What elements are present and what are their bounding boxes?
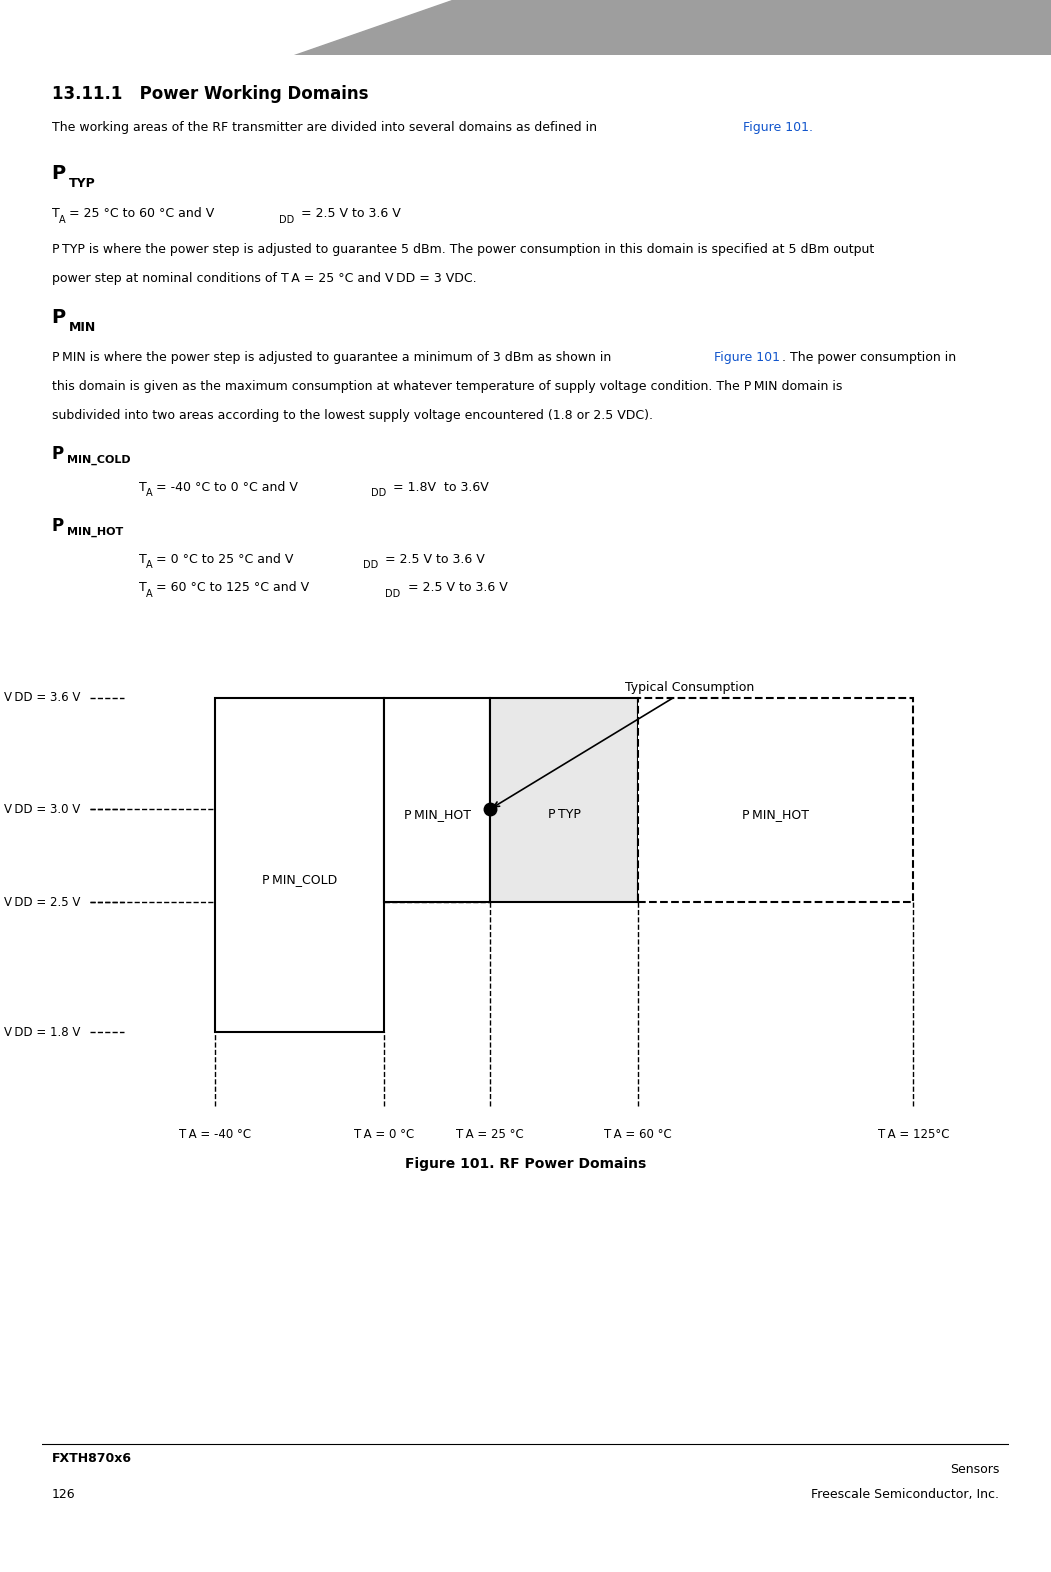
Text: A: A [59, 214, 65, 225]
Text: P MIN_COLD: P MIN_COLD [262, 872, 337, 885]
Text: P MIN_HOT: P MIN_HOT [742, 808, 809, 821]
Text: 13.11.1   Power Working Domains: 13.11.1 Power Working Domains [51, 85, 368, 104]
Polygon shape [294, 0, 1051, 55]
Text: = 2.5 V to 3.6 V: = 2.5 V to 3.6 V [386, 553, 486, 566]
Text: this domain is given as the maximum consumption at whatever temperature of suppl: this domain is given as the maximum cons… [51, 380, 842, 393]
Text: T: T [139, 481, 146, 494]
Text: T: T [51, 208, 60, 220]
Text: A: A [146, 487, 152, 498]
Text: FXTH870x6: FXTH870x6 [51, 1451, 131, 1465]
Bar [638, 698, 913, 902]
Text: The working areas of the RF transmitter are divided into several domains as defi: The working areas of the RF transmitter … [51, 121, 601, 134]
Text: = 25 °C to 60 °C and V: = 25 °C to 60 °C and V [69, 208, 214, 220]
Text: T A = -40 °C: T A = -40 °C [179, 1129, 251, 1141]
Text: Freescale Semiconductor, Inc.: Freescale Semiconductor, Inc. [811, 1487, 1000, 1501]
Text: V DD = 2.5 V: V DD = 2.5 V [4, 896, 81, 909]
Text: P MIN is where the power step is adjusted to guarantee a minimum of 3 dBm as sho: P MIN is where the power step is adjuste… [51, 351, 615, 365]
Text: Typical Consumption: Typical Consumption [494, 681, 755, 806]
Text: Figure 101. RF Power Domains: Figure 101. RF Power Domains [405, 1157, 646, 1171]
Bar [215, 698, 385, 1033]
Text: Sensors: Sensors [950, 1464, 1000, 1476]
Text: = 1.8V  to 3.6V: = 1.8V to 3.6V [393, 481, 489, 494]
Text: . The power consumption in: . The power consumption in [782, 351, 955, 365]
Bar [490, 698, 638, 902]
Text: P TYP: P TYP [548, 808, 580, 821]
Text: T A = 0 °C: T A = 0 °C [354, 1129, 414, 1141]
Text: DD: DD [279, 214, 294, 225]
Text: T A = 125°C: T A = 125°C [878, 1129, 949, 1141]
Text: A: A [146, 560, 152, 569]
Text: Figure 101.: Figure 101. [743, 121, 813, 134]
Text: T: T [139, 553, 146, 566]
Text: MIN_COLD: MIN_COLD [67, 454, 130, 465]
Text: P: P [51, 163, 66, 184]
Text: subdivided into two areas according to the lowest supply voltage encountered (1.: subdivided into two areas according to t… [51, 409, 653, 421]
Text: 126: 126 [51, 1487, 76, 1501]
Text: = 0 °C to 25 °C and V: = 0 °C to 25 °C and V [157, 553, 293, 566]
Text: = 60 °C to 125 °C and V: = 60 °C to 125 °C and V [157, 582, 309, 594]
Text: P MIN_HOT: P MIN_HOT [404, 808, 471, 821]
Text: V DD = 3.0 V: V DD = 3.0 V [4, 803, 81, 816]
Text: = -40 °C to 0 °C and V: = -40 °C to 0 °C and V [157, 481, 298, 494]
Text: DD: DD [386, 588, 400, 599]
Text: Figure 101: Figure 101 [714, 351, 780, 365]
Text: P TYP is where the power step is adjusted to guarantee 5 dBm. The power consumpt: P TYP is where the power step is adjuste… [51, 244, 874, 256]
Text: = 2.5 V to 3.6 V: = 2.5 V to 3.6 V [408, 582, 508, 594]
Bar [385, 698, 490, 902]
Text: MIN_HOT: MIN_HOT [67, 527, 123, 538]
Text: DD: DD [371, 487, 386, 498]
Text: power step at nominal conditions of T A = 25 °C and V DD = 3 VDC.: power step at nominal conditions of T A … [51, 272, 476, 285]
Text: A: A [146, 588, 152, 599]
Text: V DD = 1.8 V: V DD = 1.8 V [4, 1025, 81, 1039]
Text: P: P [51, 445, 64, 462]
Text: = 2.5 V to 3.6 V: = 2.5 V to 3.6 V [302, 208, 400, 220]
Text: DD: DD [363, 560, 378, 569]
Text: T A = 60 °C: T A = 60 °C [604, 1129, 673, 1141]
Text: T A = 25 °C: T A = 25 °C [456, 1129, 524, 1141]
Text: V DD = 3.6 V: V DD = 3.6 V [4, 692, 81, 704]
Text: T: T [139, 582, 146, 594]
Text: P: P [51, 517, 64, 534]
Text: TYP: TYP [69, 178, 96, 190]
Text: P: P [51, 308, 66, 327]
Text: MIN: MIN [69, 321, 97, 333]
